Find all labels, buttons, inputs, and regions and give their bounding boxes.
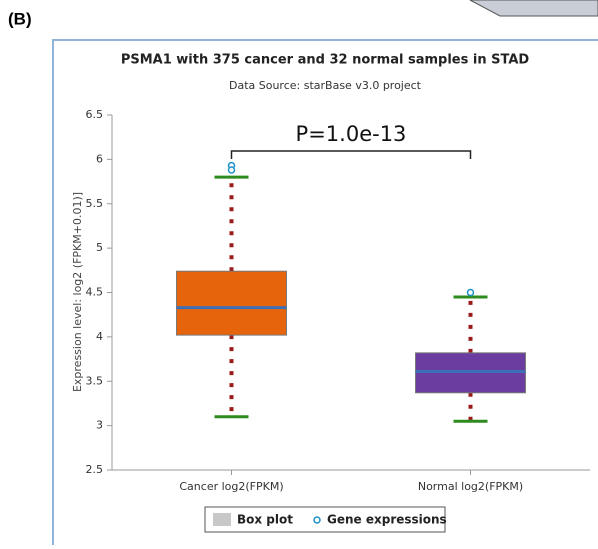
legend-label: Box plot	[237, 513, 293, 527]
y-tick-label: 6.5	[86, 108, 104, 121]
x-tick-label: Normal log2(FPKM)	[418, 480, 523, 493]
y-tick-label: 5	[96, 241, 103, 254]
y-tick-label: 6	[96, 152, 103, 165]
legend-label: Gene expressions	[327, 513, 447, 527]
y-tick-label: 2.5	[86, 463, 104, 476]
y-tick-label: 5.5	[86, 197, 104, 210]
chart-title: PSMA1 with 375 cancer and 32 normal samp…	[121, 53, 530, 68]
legend-marker	[313, 516, 321, 524]
significance-bracket	[230, 150, 472, 159]
y-tick-label: 3.5	[86, 374, 104, 387]
image-fragment	[469, 0, 598, 17]
annotation: P=1.0e-13	[296, 122, 407, 146]
panel-label: (B)	[8, 9, 32, 28]
y-tick-label: 3	[96, 419, 103, 432]
outlier	[466, 288, 475, 297]
y-tick-label: 4	[96, 330, 103, 343]
panel	[52, 39, 598, 549]
outlier	[227, 166, 236, 174]
legend	[204, 506, 446, 533]
y-axis-label: Expression level: log2 (FPKM+0.01)]	[71, 192, 84, 392]
y-tick-label: 4.5	[86, 286, 104, 299]
x-tick-label: Cancer log2(FPKM)	[179, 480, 283, 493]
legend-swatch	[213, 513, 231, 526]
box	[176, 270, 287, 336]
chart-subtitle: Data Source: starBase v3.0 project	[229, 79, 422, 92]
